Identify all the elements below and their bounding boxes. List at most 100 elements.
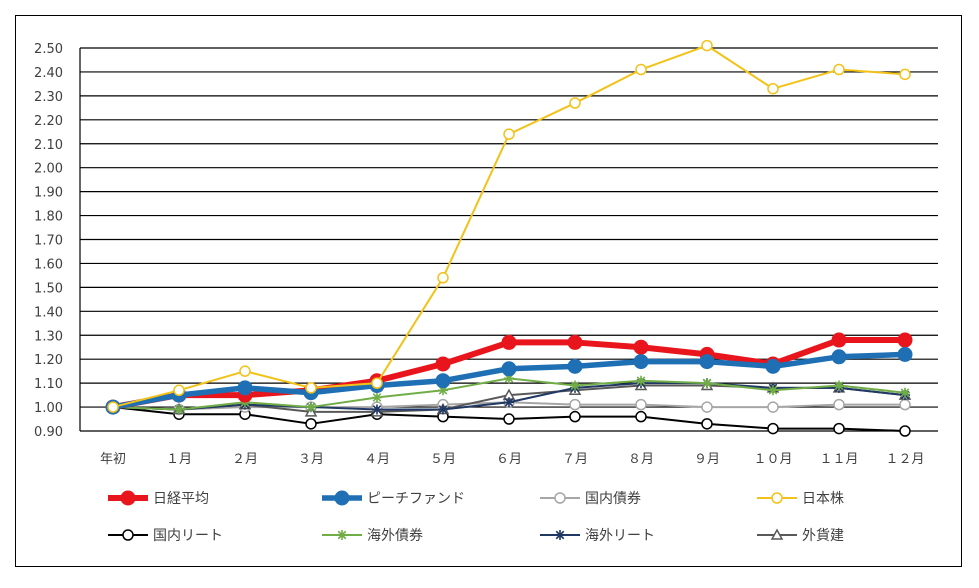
legend-swatch-marker bbox=[771, 492, 783, 504]
legend-label: 国内リート bbox=[153, 528, 223, 544]
data-point bbox=[372, 392, 382, 403]
data-point bbox=[635, 410, 647, 423]
legend-swatch-marker bbox=[555, 530, 565, 540]
legend-swatch-marker bbox=[554, 492, 566, 504]
legend-label: 海外リート bbox=[585, 528, 655, 544]
data-point bbox=[831, 349, 847, 365]
chart-frame bbox=[15, 15, 962, 567]
legend-swatch-marker bbox=[334, 490, 350, 506]
data-point bbox=[305, 382, 317, 394]
data-point bbox=[899, 398, 911, 411]
data-point bbox=[834, 380, 844, 391]
data-point bbox=[435, 356, 451, 372]
legend-label: 外貨建 bbox=[802, 527, 844, 544]
data-point bbox=[438, 385, 448, 396]
y-tick-label: 2.10 bbox=[34, 138, 63, 153]
data-point bbox=[701, 401, 713, 413]
y-tick-label: 2.20 bbox=[34, 114, 63, 129]
legend-swatch-marker bbox=[337, 530, 347, 540]
data-point bbox=[897, 346, 913, 362]
data-point bbox=[767, 401, 779, 413]
data-point bbox=[503, 128, 515, 140]
data-point bbox=[831, 332, 847, 348]
data-point bbox=[833, 422, 845, 435]
data-point bbox=[435, 373, 451, 389]
data-point bbox=[633, 339, 649, 355]
legend-label: 日本株 bbox=[802, 491, 844, 507]
data-point bbox=[107, 401, 119, 413]
data-point bbox=[702, 378, 712, 389]
data-point bbox=[504, 397, 514, 408]
y-tick-label: 1.80 bbox=[34, 210, 63, 225]
data-point bbox=[701, 39, 713, 52]
x-tick-label: ２月 bbox=[232, 452, 258, 467]
series-line bbox=[112, 44, 906, 409]
data-point bbox=[569, 97, 581, 109]
data-point bbox=[306, 402, 316, 413]
x-tick-label: １０月 bbox=[753, 452, 792, 467]
data-point bbox=[501, 361, 517, 377]
data-point bbox=[567, 358, 583, 374]
y-tick-label: 1.00 bbox=[34, 401, 63, 416]
data-point bbox=[899, 425, 911, 437]
data-point bbox=[438, 404, 448, 415]
y-tick-label: 1.40 bbox=[34, 305, 63, 320]
data-point bbox=[174, 404, 184, 415]
data-point bbox=[636, 375, 646, 386]
data-point bbox=[501, 334, 517, 350]
legend-label: 海外債券 bbox=[367, 528, 423, 544]
data-point bbox=[239, 365, 251, 377]
x-tick-label: ５月 bbox=[430, 452, 456, 467]
data-point bbox=[633, 354, 649, 370]
data-point bbox=[897, 332, 913, 348]
x-tick-label: ３月 bbox=[298, 452, 324, 467]
y-tick-label: 1.10 bbox=[34, 377, 63, 392]
legend-swatch-marker bbox=[120, 490, 136, 506]
data-point bbox=[635, 63, 647, 76]
x-tick-label: ６月 bbox=[496, 452, 522, 467]
data-point bbox=[900, 387, 910, 398]
y-tick-label: 1.70 bbox=[34, 234, 63, 249]
data-point bbox=[767, 422, 779, 435]
data-point bbox=[701, 418, 713, 430]
data-point bbox=[569, 410, 581, 423]
data-point bbox=[699, 354, 715, 370]
data-point bbox=[570, 380, 580, 391]
data-point bbox=[305, 418, 317, 430]
y-tick-label: 1.60 bbox=[34, 257, 63, 272]
x-tick-label: ４月 bbox=[364, 452, 390, 467]
data-point bbox=[173, 384, 185, 397]
legend-label: 国内債券 bbox=[585, 491, 641, 507]
y-tick-label: 1.30 bbox=[34, 329, 63, 344]
y-tick-label: 1.50 bbox=[34, 281, 63, 296]
data-point bbox=[833, 63, 845, 76]
data-point bbox=[503, 413, 515, 425]
data-point bbox=[437, 272, 449, 284]
y-tick-label: 2.00 bbox=[34, 162, 63, 177]
legend-label: ピーチファンド bbox=[367, 491, 465, 507]
data-point bbox=[567, 334, 583, 350]
x-tick-label: １月 bbox=[166, 452, 192, 467]
y-tick-label: 1.90 bbox=[34, 186, 63, 201]
data-point bbox=[237, 380, 253, 396]
legend-swatch-marker bbox=[770, 528, 784, 540]
x-tick-label: ７月 bbox=[562, 452, 588, 467]
x-tick-label: １１月 bbox=[819, 452, 858, 467]
y-tick-label: 2.50 bbox=[34, 42, 63, 57]
y-tick-label: 2.40 bbox=[34, 66, 63, 81]
legend-swatch-marker bbox=[122, 529, 134, 541]
data-point bbox=[767, 82, 779, 95]
x-tick-label: １２月 bbox=[885, 452, 924, 467]
x-tick-label: ８月 bbox=[628, 452, 654, 467]
x-tick-label: ９月 bbox=[694, 452, 720, 467]
y-tick-label: 1.20 bbox=[34, 353, 63, 368]
data-point bbox=[833, 398, 845, 411]
x-tick-label: 年初 bbox=[100, 452, 126, 467]
data-point bbox=[371, 377, 383, 389]
data-point bbox=[569, 398, 581, 411]
data-point bbox=[765, 358, 781, 374]
y-tick-label: 0.90 bbox=[34, 425, 63, 440]
data-point bbox=[504, 373, 514, 384]
data-point bbox=[635, 398, 647, 411]
